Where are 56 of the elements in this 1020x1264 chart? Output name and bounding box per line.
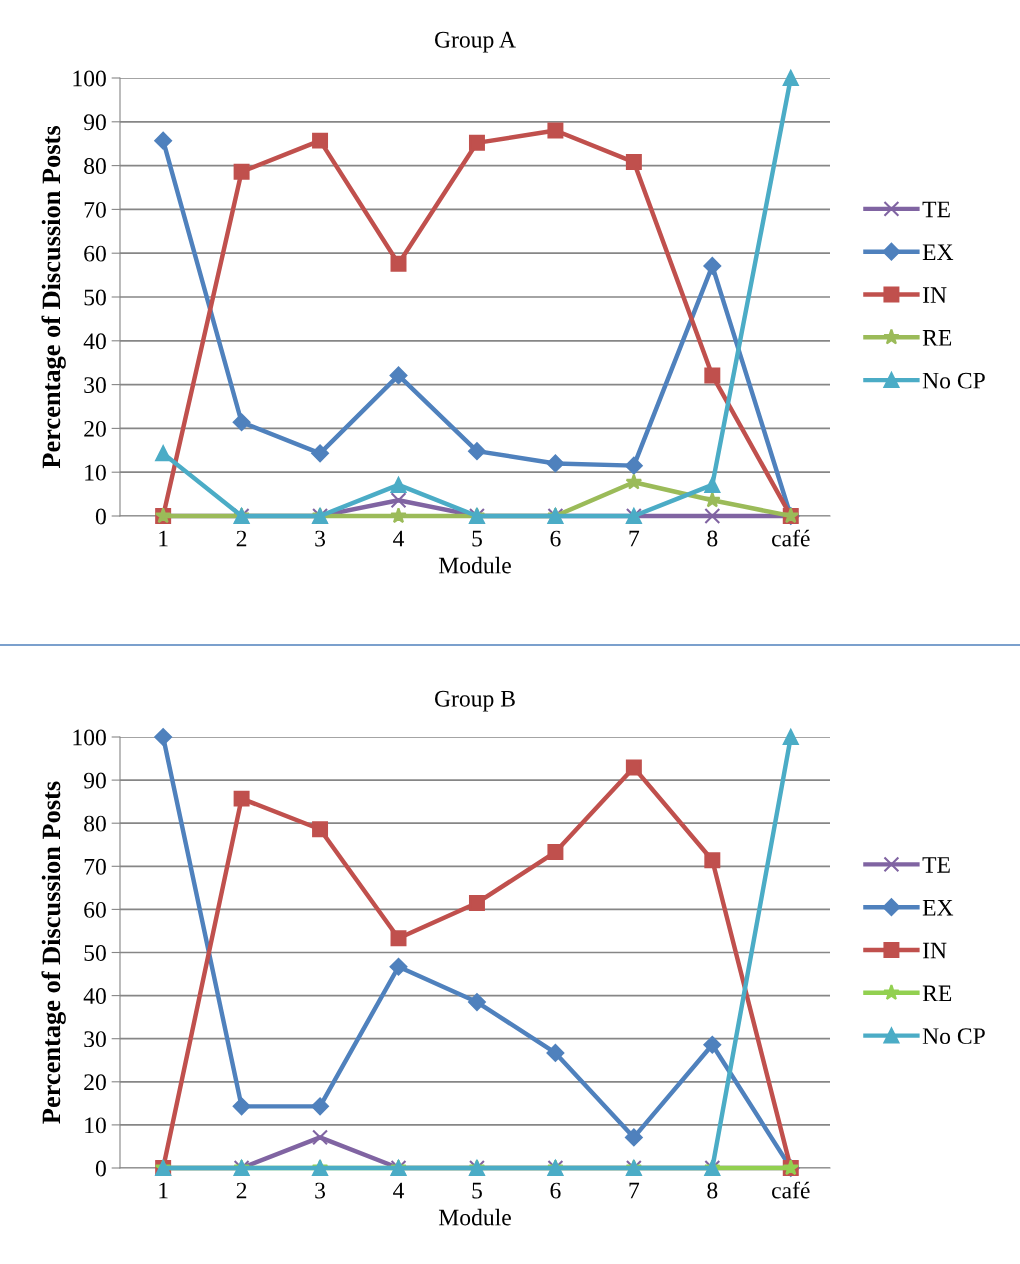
legend-label: EX xyxy=(922,899,954,916)
x-tick-label: 6 xyxy=(550,1182,561,1199)
x-tick-label: 4 xyxy=(393,530,405,547)
y-tick-label: 10 xyxy=(85,1117,106,1134)
legend-label: IN xyxy=(922,942,947,959)
y-tick-label: 30 xyxy=(84,1031,106,1048)
legend-label: RE xyxy=(922,330,952,346)
y-tick-label: 80 xyxy=(84,158,106,175)
y-tick-label: 100 xyxy=(73,70,106,87)
chart-title: Group B xyxy=(434,690,515,712)
x-tick-label: 8 xyxy=(707,1182,718,1199)
x-tick-label: 2 xyxy=(236,530,247,547)
y-tick-label: 80 xyxy=(84,815,106,832)
legend-label: EX xyxy=(922,244,954,260)
x-tick-label: 5 xyxy=(472,530,482,547)
y-tick-label: 40 xyxy=(83,333,106,350)
legend-label: TE xyxy=(922,857,950,873)
y-tick-label: 20 xyxy=(84,420,106,437)
x-tick-label: 1 xyxy=(159,1182,168,1199)
x-axis-title: Module xyxy=(438,1208,511,1226)
x-tick-label: 5 xyxy=(472,1182,482,1199)
y-tick-label: 70 xyxy=(84,858,106,875)
legend-label: No CP xyxy=(922,372,985,389)
y-tick-label: 60 xyxy=(84,245,106,262)
y-tick-label: 50 xyxy=(84,289,106,306)
x-tick-label: 3 xyxy=(315,530,326,547)
x-tick-label: café xyxy=(772,1181,810,1199)
y-tick-label: 10 xyxy=(85,464,106,481)
x-tick-label: 8 xyxy=(707,530,718,547)
legend-label: RE xyxy=(922,985,952,1002)
y-tick-label: 0 xyxy=(95,508,106,525)
x-axis-title: Module xyxy=(438,556,511,574)
y-tick-label: 70 xyxy=(84,201,106,218)
x-tick-label: 2 xyxy=(236,1182,247,1199)
x-tick-label: 1 xyxy=(159,530,168,547)
y-tick-label: 90 xyxy=(83,772,106,789)
x-tick-label: 4 xyxy=(393,1182,405,1199)
y-tick-label: 60 xyxy=(84,901,106,918)
y-tick-label: 30 xyxy=(84,377,106,394)
x-tick-label: 7 xyxy=(629,1182,640,1199)
x-tick-label: 6 xyxy=(550,530,561,547)
y-tick-label: 40 xyxy=(83,988,106,1005)
y-tick-label: 0 xyxy=(95,1160,106,1177)
y-tick-label: 50 xyxy=(84,944,106,961)
y-tick-label: 90 xyxy=(83,114,106,131)
legend-label: IN xyxy=(922,287,947,303)
chart-title: Group A xyxy=(434,31,516,53)
legend-label: No CP xyxy=(922,1028,985,1045)
x-tick-label: café xyxy=(772,529,810,547)
y-axis-title: Percentage of Discussion Posts xyxy=(41,126,66,469)
legend-label: TE xyxy=(922,201,950,218)
y-axis-title: Percentage of Discussion Posts xyxy=(41,781,66,1124)
y-tick-label: 100 xyxy=(73,729,106,746)
y-tick-label: 20 xyxy=(84,1074,106,1091)
x-tick-label: 3 xyxy=(315,1182,326,1199)
x-tick-label: 7 xyxy=(629,530,640,547)
